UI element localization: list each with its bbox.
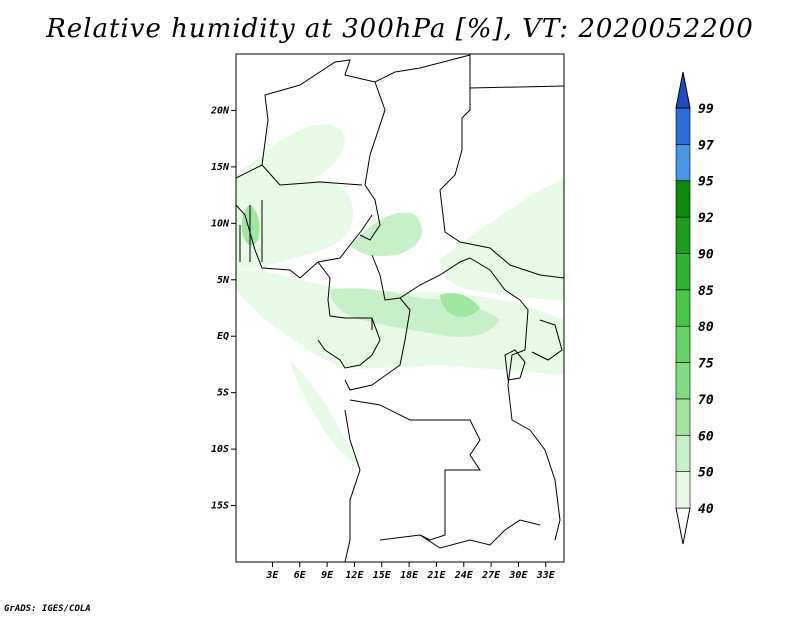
colorbar-label: 92: [698, 211, 714, 226]
lat-tick-label: 15N: [211, 162, 230, 173]
border-niger-nigeria: [261, 164, 363, 186]
humidity-area-central-north: [350, 212, 423, 257]
map-title: Relative humidity at 300hPa [%], VT: 202…: [46, 14, 754, 44]
lake-victoria: [504, 349, 526, 381]
lat-tick-label: 5N: [217, 275, 230, 286]
colorbar-lower-triangle: [675, 507, 691, 545]
border-chad-niger: [359, 81, 386, 241]
border-kenya: [531, 319, 563, 361]
colorbar-segment: [675, 216, 691, 254]
colorbar-label: 40: [698, 502, 714, 517]
colorbar-segment: [675, 107, 691, 145]
border-sudan-west: [439, 54, 471, 233]
lon-tick-label: 6E: [294, 570, 307, 581]
border-drc-east: [507, 299, 531, 431]
latitude-axis: 20N 15N 10N 5N EQ 5S 10S 15S: [210, 105, 236, 512]
colorbar-label: 95: [698, 175, 714, 190]
colorbar-label: 80: [698, 320, 714, 335]
border-malawi: [529, 429, 561, 541]
lon-tick-label: 9E: [321, 570, 334, 581]
longitude-axis: 3E 6E 9E 12E 15E 18E 21E 24E 27E 30E 33E: [265, 562, 556, 581]
border-egypt: [469, 85, 564, 89]
lon-tick-label: 15E: [373, 570, 392, 581]
colorbar-segment: [675, 471, 691, 509]
border-angola-zambia: [349, 399, 481, 541]
border-sahara: [236, 54, 471, 179]
humidity-area-north: [236, 124, 345, 205]
footer-credit: GrADS: IGES/COLA: [4, 604, 91, 614]
colorbar-label: 99: [698, 102, 714, 117]
colorbar-segment: [675, 398, 691, 436]
colorbar-segment: [675, 362, 691, 400]
lon-tick-label: 33E: [536, 570, 556, 581]
colorbar-segment: [675, 180, 691, 218]
map-frame: [235, 53, 565, 563]
lat-tick-label: 15S: [211, 501, 229, 512]
colorbar-segment: [675, 289, 691, 327]
country-borders: [236, 54, 564, 562]
border-west-africa: [239, 200, 263, 262]
colorbar-label: 75: [698, 357, 714, 372]
colorbar-segment: [675, 144, 691, 182]
humidity-area-west: [236, 179, 354, 270]
colorbar-segment: [675, 434, 691, 472]
colorbar-upper-triangle: [675, 71, 691, 109]
colorbar-label: 70: [698, 393, 714, 408]
colorbar-label: 90: [698, 247, 714, 262]
border-congo: [317, 317, 381, 369]
lon-tick-label: 21E: [426, 570, 446, 581]
border-angola-coast: [344, 409, 361, 562]
lat-tick-label: EQ: [217, 331, 229, 342]
humidity-area-east: [440, 178, 564, 300]
lat-tick-label: 10S: [211, 444, 229, 455]
border-car: [371, 254, 521, 301]
colorbar-segment: [675, 253, 691, 291]
lat-tick-label: 5S: [217, 388, 229, 399]
lon-tick-label: 3E: [265, 570, 279, 581]
lon-tick-label: 27E: [481, 570, 501, 581]
border-south-sudan: [444, 231, 564, 279]
lon-tick-label: 12E: [345, 570, 364, 581]
colorbar-label: 97: [698, 138, 714, 153]
lon-tick-label: 24E: [454, 570, 474, 581]
lon-tick-label: 30E: [508, 570, 528, 581]
humidity-area-core-peak: [440, 293, 480, 317]
border-drc-west: [344, 297, 411, 391]
lon-tick-label: 18E: [400, 570, 419, 581]
humidity-area-equatorial-core: [330, 288, 500, 337]
border-namibia: [379, 519, 541, 549]
humidity-area-coast: [241, 205, 260, 246]
colorbar-segment: [675, 325, 691, 363]
lat-tick-label: 20N: [210, 105, 230, 116]
border-nigeria: [236, 204, 373, 279]
colorbar-label: 85: [698, 284, 714, 299]
colorbar: 40 50 60 70 75 80 85 90 92 95 97 99: [675, 71, 714, 545]
colorbar-label: 50: [698, 466, 714, 481]
lat-tick-label: 10N: [211, 218, 230, 229]
humidity-area-southwest: [290, 360, 360, 465]
colorbar-label: 60: [698, 429, 714, 444]
humidity-field: [236, 124, 564, 465]
